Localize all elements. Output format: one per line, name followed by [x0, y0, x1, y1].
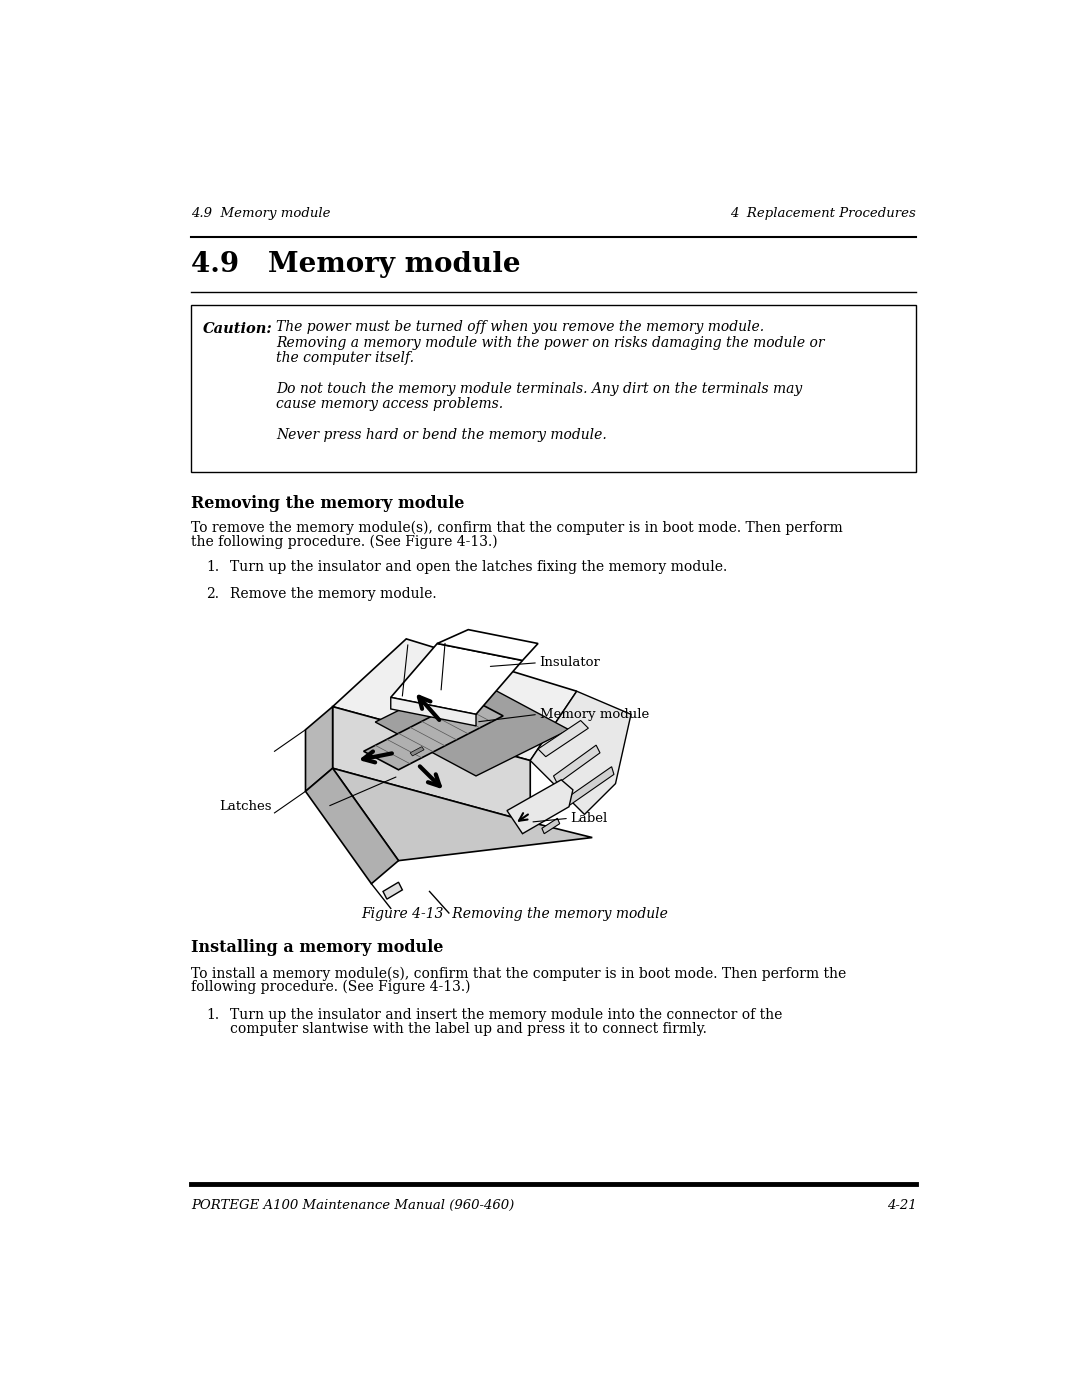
FancyBboxPatch shape	[191, 305, 916, 472]
Text: the computer itself.: the computer itself.	[276, 351, 414, 365]
Polygon shape	[333, 768, 592, 861]
Text: Turn up the insulator and open the latches fixing the memory module.: Turn up the insulator and open the latch…	[230, 560, 727, 574]
Text: Remove the memory module.: Remove the memory module.	[230, 587, 436, 601]
Polygon shape	[542, 819, 559, 834]
Polygon shape	[364, 697, 503, 770]
Text: The power must be turned off when you remove the memory module.: The power must be turned off when you re…	[276, 320, 765, 334]
Text: Memory module: Memory module	[540, 708, 649, 721]
Text: 2.: 2.	[206, 587, 219, 601]
Text: Turn up the insulator and insert the memory module into the connector of the: Turn up the insulator and insert the mem…	[230, 1009, 782, 1023]
Text: Do not touch the memory module terminals. Any dirt on the terminals may: Do not touch the memory module terminals…	[276, 381, 802, 395]
Text: Caution:: Caution:	[203, 321, 273, 335]
Text: To install a memory module(s), confirm that the computer is in boot mode. Then p: To install a memory module(s), confirm t…	[191, 967, 846, 981]
Text: 4  Replacement Procedures: 4 Replacement Procedures	[730, 207, 916, 219]
Text: 4.9   Memory module: 4.9 Memory module	[191, 251, 521, 278]
Polygon shape	[507, 780, 572, 834]
Polygon shape	[437, 630, 538, 661]
Text: cause memory access problems.: cause memory access problems.	[276, 397, 503, 411]
Polygon shape	[306, 768, 399, 884]
Polygon shape	[554, 745, 600, 784]
Polygon shape	[391, 644, 523, 714]
Text: Installing a memory module: Installing a memory module	[191, 939, 443, 956]
Text: the following procedure. (See Figure 4-13.): the following procedure. (See Figure 4-1…	[191, 534, 498, 549]
Polygon shape	[410, 746, 424, 756]
Text: Never press hard or bend the memory module.: Never press hard or bend the memory modu…	[276, 427, 607, 441]
Text: Latches: Latches	[219, 800, 271, 813]
Text: following procedure. (See Figure 4-13.): following procedure. (See Figure 4-13.)	[191, 979, 470, 995]
Polygon shape	[530, 692, 631, 814]
Text: To remove the memory module(s), confirm that the computer is in boot mode. Then : To remove the memory module(s), confirm …	[191, 520, 842, 535]
Text: 4-21: 4-21	[887, 1200, 916, 1213]
Text: Label: Label	[570, 812, 608, 824]
Polygon shape	[333, 638, 577, 760]
Text: computer slantwise with the label up and press it to connect firmly.: computer slantwise with the label up and…	[230, 1023, 706, 1037]
Text: Removing the memory module: Removing the memory module	[191, 495, 464, 511]
Text: 4.9  Memory module: 4.9 Memory module	[191, 207, 330, 219]
Polygon shape	[538, 721, 589, 757]
Text: 1.: 1.	[206, 1009, 219, 1023]
Text: Removing a memory module with the power on risks damaging the module or: Removing a memory module with the power …	[276, 335, 824, 349]
Polygon shape	[565, 767, 613, 806]
Polygon shape	[375, 676, 569, 775]
Text: PORTEGE A100 Maintenance Manual (960-460): PORTEGE A100 Maintenance Manual (960-460…	[191, 1200, 514, 1213]
Text: Insulator: Insulator	[540, 657, 600, 669]
Polygon shape	[383, 882, 403, 900]
Text: 1.: 1.	[206, 560, 219, 574]
Polygon shape	[306, 707, 333, 791]
Text: Figure 4-13  Removing the memory module: Figure 4-13 Removing the memory module	[362, 907, 669, 921]
Polygon shape	[391, 697, 476, 726]
Polygon shape	[333, 707, 530, 823]
